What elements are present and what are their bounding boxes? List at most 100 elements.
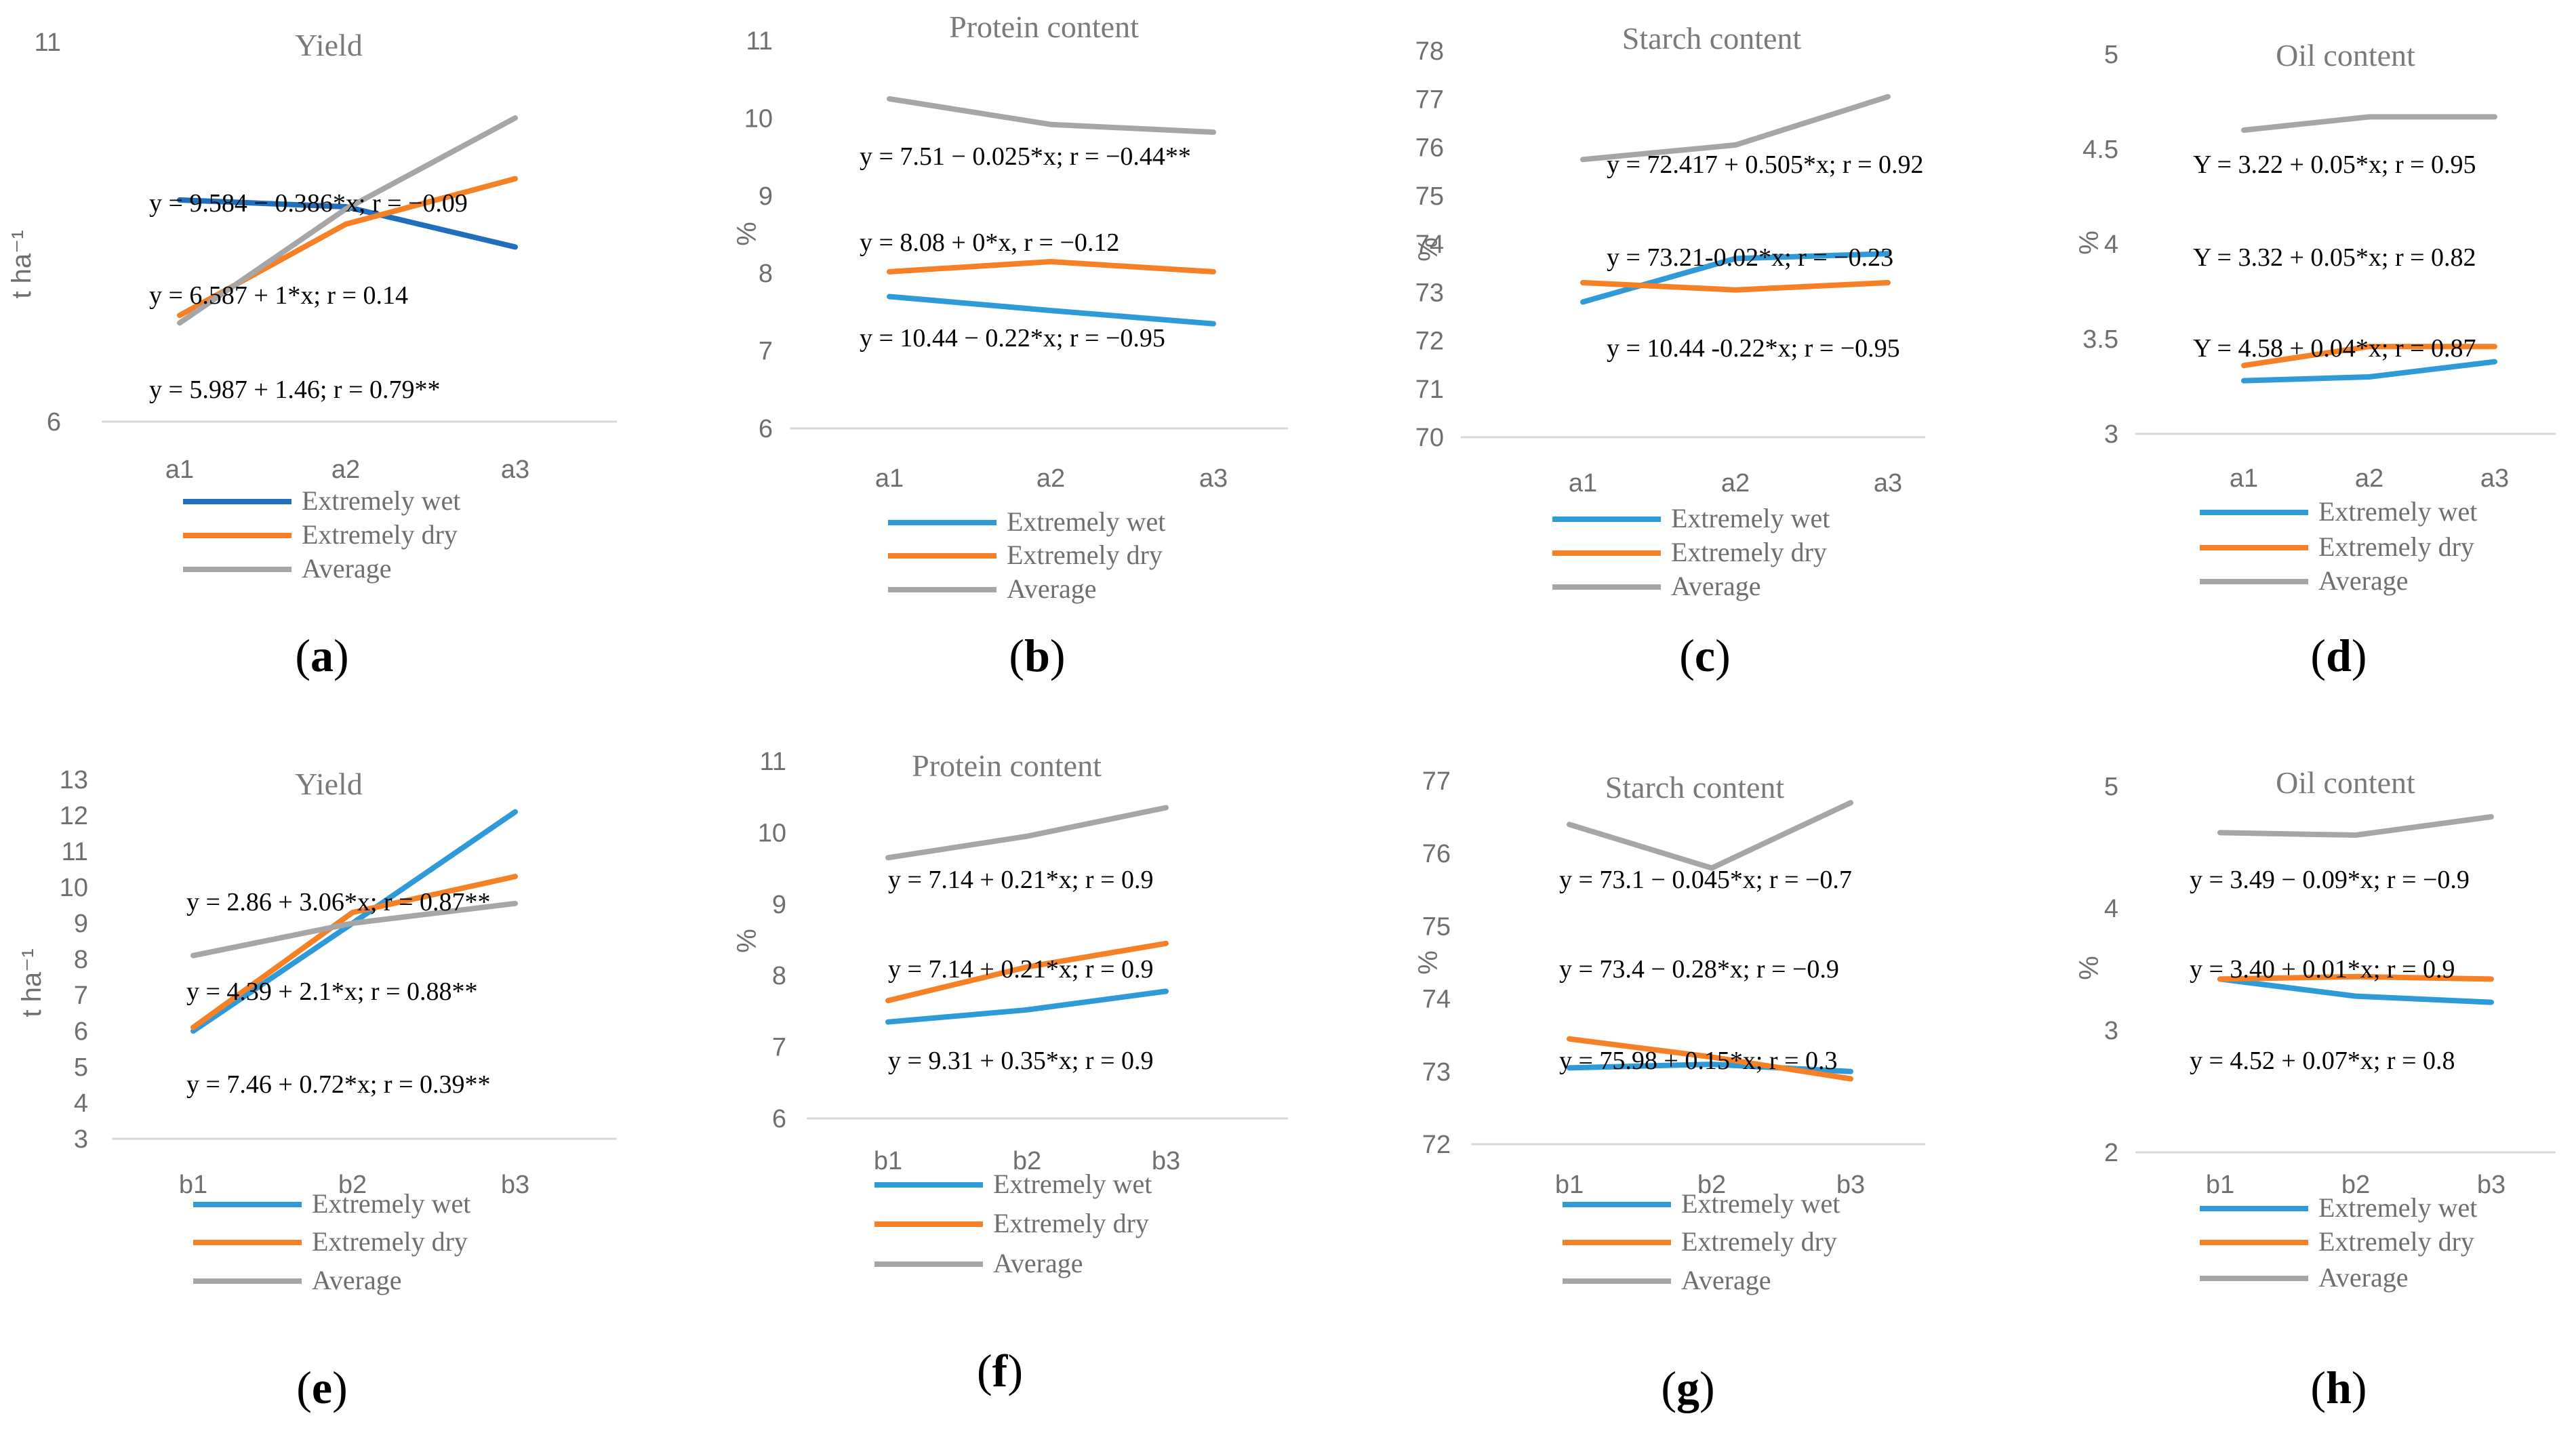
regression-equation: Y = 3.32 + 0.05*x; r = 0.82 xyxy=(2193,243,2476,272)
y-tick-label: 6 xyxy=(74,1017,88,1046)
y-tick-label: 70 xyxy=(1415,424,1444,452)
panel-label: (e) xyxy=(296,1362,348,1413)
y-tick-label: 71 xyxy=(1415,376,1444,404)
y-tick-label: 4 xyxy=(2104,230,2118,259)
regression-equation: y = 6.587 + 1*x; r = 0.14 xyxy=(149,281,408,310)
y-tick-label: 78 xyxy=(1415,37,1444,66)
y-tick-label: 5 xyxy=(2104,773,2118,801)
legend-label: Extremely wet xyxy=(1681,1188,1840,1219)
chart-panel-g: 77 76 75 74 73 72% b1 b2 b3 Starch content y = 73.… xyxy=(1413,767,1925,1413)
y-tick-label: 9 xyxy=(759,182,773,211)
regression-equation: y = 3.49 − 0.09*x; r = −0.9 xyxy=(2190,866,2470,894)
y-tick-label: 72 xyxy=(1422,1131,1451,1159)
x-tick-label: b1 xyxy=(874,1147,902,1175)
legend-label: Average xyxy=(302,553,392,584)
x-tick-label: a1 xyxy=(875,464,904,493)
y-axis-label: % xyxy=(1413,950,1443,975)
chart-panel-a: 11 6 t ha⁻¹ a1 a2 a3 Yield y = 9.584 − 0.386*x;… xyxy=(7,28,617,681)
panel-label: (f) xyxy=(977,1345,1023,1396)
regression-equation: Y = 3.22 + 0.05*x; r = 0.95 xyxy=(2193,150,2476,179)
y-tick-label: 8 xyxy=(74,946,88,974)
x-tick-label: b3 xyxy=(2477,1171,2505,1199)
y-axis-label: % xyxy=(732,929,762,953)
regression-equation: y = 73.1 − 0.045*x; r = −0.7 xyxy=(1559,866,1852,894)
regression-equation: y = 7.14 + 0.21*x; r = 0.9 xyxy=(888,955,1154,984)
legend-label: Extremely dry xyxy=(302,519,458,550)
series-line-average xyxy=(887,96,1216,135)
series-line-average xyxy=(190,900,518,958)
y-tick-label: 12 xyxy=(60,802,88,830)
series-line-average xyxy=(885,805,1169,861)
y-tick-label: 6 xyxy=(759,415,773,443)
legend-label: Extremely dry xyxy=(993,1208,1149,1238)
y-tick-label: 74 xyxy=(1422,986,1451,1014)
x-tick-label: a2 xyxy=(1721,469,1750,498)
x-tick-label: a2 xyxy=(1037,464,1065,493)
y-tick-label: 3.5 xyxy=(2082,325,2118,354)
y-tick-label: 5 xyxy=(74,1053,88,1082)
x-tick-label: b2 xyxy=(1697,1171,1726,1199)
panel-label: (h) xyxy=(2310,1362,2367,1413)
y-tick-label: 11 xyxy=(35,28,61,57)
chart-panel-h: 5 4 3 2% b1 b2 b3 Oil content y = 3.49 − 0.09*x;… xyxy=(2074,765,2556,1413)
y-tick-label: 10 xyxy=(60,874,88,902)
legend-label: Extremely wet xyxy=(993,1169,1152,1199)
legend-label: Extremely wet xyxy=(2318,1192,2477,1223)
y-tick-label: 77 xyxy=(1415,85,1444,114)
series-line-extremely-wet xyxy=(885,988,1169,1025)
y-axis-label: % xyxy=(1413,237,1443,262)
regression-equation: y = 10.44 -0.22*x; r = −0.95 xyxy=(1607,334,1900,363)
y-tick-label: 4 xyxy=(74,1089,88,1118)
x-tick-label: a3 xyxy=(2480,464,2509,493)
regression-equation: y = 72.417 + 0.505*x; r = 0.92 xyxy=(1607,150,1924,179)
legend-label: Extremely wet xyxy=(302,485,460,516)
legend-label: Extremely dry xyxy=(1007,540,1163,570)
series-line-average xyxy=(2217,814,2494,838)
y-axis-label: % xyxy=(2074,956,2104,980)
legend-label: Extremely wet xyxy=(1007,506,1165,537)
regression-equation: y = 73.21-0.02*x; r = −0.23 xyxy=(1607,243,1893,272)
legend-label: Average xyxy=(1681,1265,1771,1295)
series-line-average xyxy=(177,115,518,326)
series-line-extremely-dry xyxy=(887,259,1216,275)
regression-equation: y = 5.987 + 1.46; r = 0.79** xyxy=(149,376,441,404)
y-tick-label: 74 xyxy=(1415,230,1444,259)
y-tick-label: 75 xyxy=(1422,912,1451,941)
chart-panel-f: 11 10 9 8 7 6% b1 b2 b3 Protein content y = 7.14 +… xyxy=(732,748,1288,1396)
chart-title: Oil content xyxy=(2276,765,2415,800)
regression-equation: y = 7.14 + 0.21*x; r = 0.9 xyxy=(888,866,1154,894)
series-line-extremely-dry xyxy=(1580,280,1891,293)
legend-label: Extremely wet xyxy=(312,1188,470,1219)
y-tick-label: 10 xyxy=(744,104,773,133)
legend-label: Average xyxy=(2318,1262,2409,1293)
y-tick-label: 13 xyxy=(60,766,88,794)
series-line-extremely-dry xyxy=(190,874,518,1030)
x-tick-label: b1 xyxy=(1555,1171,1584,1199)
y-tick-label: 3 xyxy=(74,1125,88,1154)
series-line-extremely-dry xyxy=(2241,344,2497,369)
panel-label: (a) xyxy=(295,630,348,681)
regression-equation: y = 4.39 + 2.1*x; r = 0.88** xyxy=(186,977,478,1006)
legend-label: Extremely dry xyxy=(1671,537,1827,567)
series-line-average xyxy=(2241,114,2497,133)
series-line-extremely-wet xyxy=(887,294,1216,327)
x-tick-label: a2 xyxy=(331,456,360,484)
y-tick-label: 7 xyxy=(772,1034,786,1062)
y-tick-label: 11 xyxy=(746,27,773,56)
legend-label: Average xyxy=(993,1248,1083,1278)
y-axis-label: % xyxy=(2074,230,2104,255)
y-tick-label: 73 xyxy=(1422,1058,1451,1087)
x-tick-label: a1 xyxy=(1569,469,1597,498)
y-tick-label: 11 xyxy=(62,838,88,866)
x-tick-label: a2 xyxy=(2355,464,2383,493)
y-tick-label: 8 xyxy=(759,260,773,288)
y-tick-label: 6 xyxy=(47,408,61,437)
regression-equation: y = 73.4 − 0.28*x; r = −0.9 xyxy=(1559,955,1839,984)
chart-panel-e: 13 12 11 10 9 8 7 6 5 4 3 t ha⁻¹ b1 b2 b3 Yield y = 2.86… xyxy=(17,766,617,1413)
y-tick-label: 9 xyxy=(772,891,786,919)
regression-equation: y = 7.46 + 0.72*x; r = 0.39** xyxy=(186,1070,491,1099)
chart-title: Starch content xyxy=(1622,21,1802,56)
chart-title: Starch content xyxy=(1605,770,1785,805)
x-tick-label: b2 xyxy=(338,1171,367,1199)
y-tick-label: 5 xyxy=(2104,41,2118,69)
